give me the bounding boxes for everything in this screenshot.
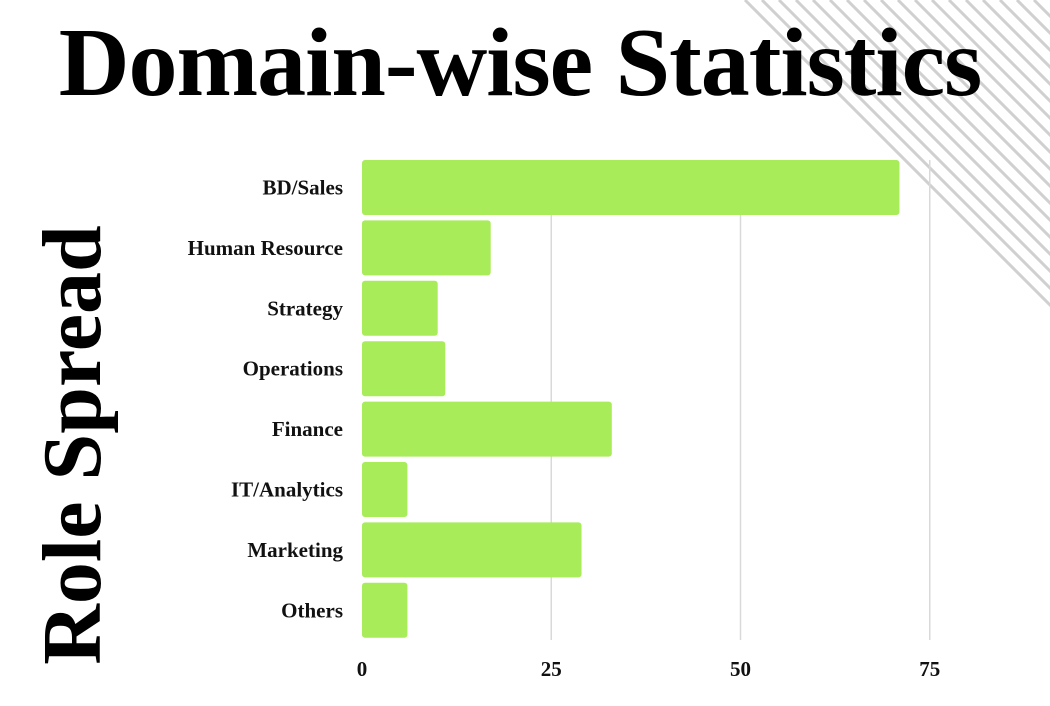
y-axis-title: Role Spread <box>26 225 119 665</box>
x-tick-label: 75 <box>919 657 940 681</box>
stripe-line <box>743 0 1050 308</box>
page-title: Domain-wise Statistics <box>58 9 983 117</box>
stripe-line <box>896 0 1050 155</box>
bar-operations <box>362 341 446 397</box>
bar-marketing <box>362 522 582 578</box>
stripe-line <box>845 0 1050 206</box>
bar-it-analytics <box>362 462 408 517</box>
bar-human-resource <box>362 220 491 276</box>
category-label: Marketing <box>247 538 343 562</box>
category-label: IT/Analytics <box>231 478 343 502</box>
category-label: Human Resource <box>188 236 343 260</box>
category-label: Finance <box>272 417 343 441</box>
stripe-line <box>913 0 1050 138</box>
stripe-line <box>828 0 1050 223</box>
x-tick-labels: 0 25 50 75 <box>357 657 941 681</box>
x-tick-label: 25 <box>541 657 562 681</box>
stripe-mask <box>745 330 1050 706</box>
stripe-line <box>981 0 1050 70</box>
x-tick-label: 50 <box>730 657 751 681</box>
bars <box>362 160 900 638</box>
stripe-line <box>760 0 1050 291</box>
stripe-line <box>811 0 1050 240</box>
stripe-line <box>947 0 1050 104</box>
category-label: BD/Sales <box>262 176 343 200</box>
stripe-line <box>879 0 1050 172</box>
stripe-line <box>930 0 1050 121</box>
stripe-line <box>964 0 1050 87</box>
bar-strategy <box>362 280 438 336</box>
bar-bd-sales <box>362 160 900 215</box>
x-tick-label: 0 <box>357 657 368 681</box>
category-label: Operations <box>243 357 343 381</box>
category-label: Strategy <box>267 296 343 320</box>
category-label: Others <box>281 598 343 622</box>
bar-others <box>362 582 408 638</box>
decorative-stripes <box>743 0 1050 706</box>
bar-finance <box>362 401 612 457</box>
stripe-line <box>777 0 1050 274</box>
stripe-line <box>794 0 1050 257</box>
stripe-line <box>862 0 1050 189</box>
category-labels: BD/Sales Human Resource Strategy Operations… <box>188 176 344 623</box>
